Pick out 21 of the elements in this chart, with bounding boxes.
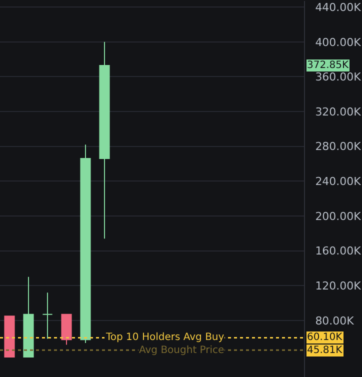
y-tick-label: 400.00K [315, 36, 362, 49]
y-tick-label: 360.00K [315, 70, 362, 84]
candlestick [80, 144, 91, 344]
y-tick-label: 120.00K [315, 279, 362, 292]
candlestick [4, 316, 15, 358]
y-tick-label: 240.00K [315, 175, 362, 188]
candlestick [61, 314, 72, 346]
text: 372.85K [307, 60, 349, 71]
text: 45.81K [307, 345, 343, 356]
y-tick-label: 200.00K [315, 210, 362, 223]
y-tick-label: 160.00K [315, 244, 362, 258]
candlestick [23, 276, 34, 358]
y-tick-label: 280.00K [315, 140, 362, 154]
y-tick-label: 440.00K [315, 0, 362, 14]
y-tick-label: 320.00K [315, 105, 362, 118]
text: 60.10K [307, 332, 343, 343]
candlestick [99, 41, 110, 240]
ref-line-label: Avg Bought Price [139, 345, 224, 356]
ref-line-label: Top 10 Holders Avg Buy [105, 332, 224, 343]
candlestick [42, 292, 53, 340]
y-tick-label: 80.00K [315, 314, 355, 328]
